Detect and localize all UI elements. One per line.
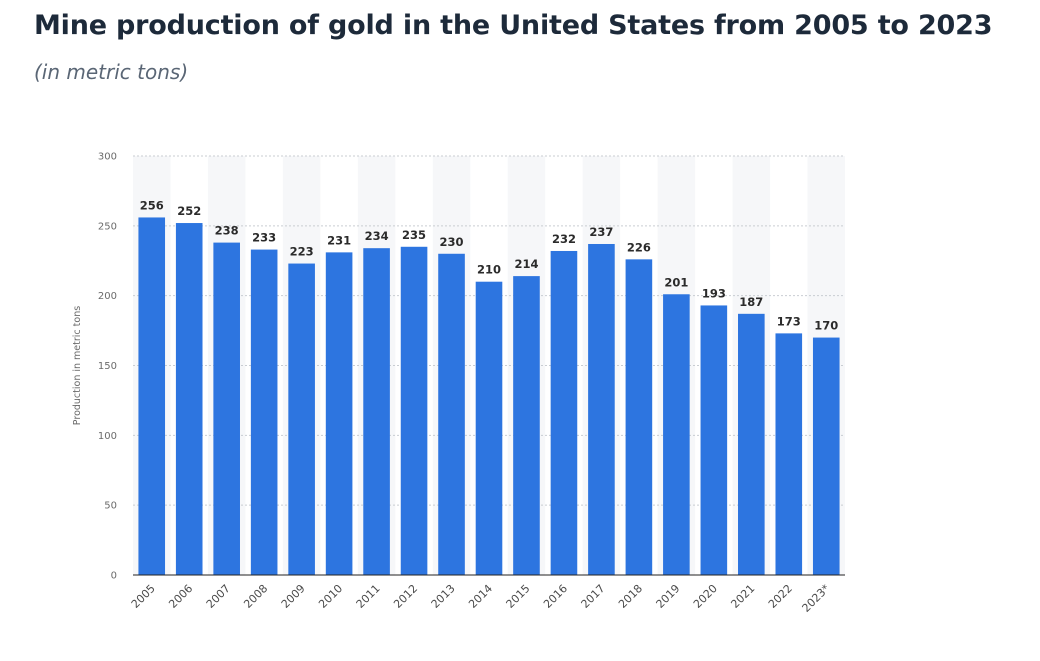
data-label: 231 xyxy=(327,233,351,247)
data-labels: 256 252 238 233 223 231 234 235 230 210 214 232 237 2… xyxy=(140,198,839,332)
bar[interactable] xyxy=(175,223,203,575)
bar[interactable] xyxy=(625,259,653,575)
bar[interactable] xyxy=(138,217,166,575)
data-label: 223 xyxy=(290,245,314,259)
x-tick-label: 2018 xyxy=(616,582,645,611)
data-label: 238 xyxy=(215,224,239,238)
x-tick-label: 2006 xyxy=(166,582,195,611)
x-tick-label: 2022 xyxy=(766,582,795,611)
x-tick-label: 2015 xyxy=(504,582,533,611)
x-tick-label: 2017 xyxy=(579,582,608,611)
x-tick-label: 2023* xyxy=(800,582,833,615)
bar[interactable] xyxy=(475,281,503,575)
data-label: 252 xyxy=(177,204,201,218)
data-label: 235 xyxy=(402,228,426,242)
x-tick-label: 2009 xyxy=(279,582,308,611)
data-label: 170 xyxy=(814,319,838,333)
data-label: 237 xyxy=(589,225,613,239)
data-label: 234 xyxy=(365,229,389,243)
bar[interactable] xyxy=(288,263,315,575)
bar[interactable] xyxy=(513,276,540,575)
bar[interactable] xyxy=(663,294,690,575)
bar-chart: 0 50 100 150 200 250 300 256 252 238 233 223 231 234… xyxy=(72,152,845,615)
data-label: 226 xyxy=(627,240,651,254)
bar[interactable] xyxy=(400,246,428,576)
data-label: 173 xyxy=(777,314,801,328)
bars xyxy=(138,217,840,576)
data-label: 201 xyxy=(664,275,688,289)
x-tick-label: 2012 xyxy=(391,582,420,611)
y-tick-label: 50 xyxy=(104,501,117,512)
x-tick-label: 2020 xyxy=(691,582,720,611)
x-tick-label: 2013 xyxy=(429,582,458,611)
data-label: 256 xyxy=(140,198,164,212)
y-tick-label: 100 xyxy=(98,431,117,442)
bar[interactable] xyxy=(738,313,765,575)
y-tick-label: 0 xyxy=(111,571,117,582)
x-tick-label: 2010 xyxy=(316,582,345,611)
x-tick-label: 2005 xyxy=(129,582,158,611)
y-tick-label: 300 xyxy=(98,152,117,163)
chart-title: Mine production of gold in the United St… xyxy=(34,10,993,41)
x-tick-label: 2016 xyxy=(541,582,570,611)
bar[interactable] xyxy=(700,305,728,575)
x-tick-label: 2021 xyxy=(728,582,757,611)
bar[interactable] xyxy=(775,333,803,575)
data-label: 187 xyxy=(739,295,763,309)
bar[interactable] xyxy=(438,253,465,575)
data-label: 230 xyxy=(440,235,464,249)
x-tick-label: 2014 xyxy=(466,582,495,611)
data-label: 232 xyxy=(552,232,576,246)
y-axis-ticks: 0 50 100 150 200 250 300 xyxy=(98,152,117,582)
data-label: 233 xyxy=(252,231,276,245)
x-tick-label: 2011 xyxy=(354,582,383,611)
y-tick-label: 250 xyxy=(98,221,117,232)
bar[interactable] xyxy=(213,242,240,576)
x-tick-label: 2008 xyxy=(241,582,270,611)
x-tick-label: 2007 xyxy=(204,582,233,611)
data-label: 214 xyxy=(514,257,538,271)
bar[interactable] xyxy=(363,248,390,575)
y-tick-label: 200 xyxy=(98,291,117,302)
x-axis-ticks: 2005 2006 2007 2008 2009 2010 2011 2012 2013 2014… xyxy=(129,582,833,615)
bar[interactable] xyxy=(550,250,578,575)
chart-area: 0 50 100 150 200 250 300 256 252 238 233 223 231 234… xyxy=(33,110,863,655)
x-tick-label: 2019 xyxy=(653,582,682,611)
y-axis-label: Production in metric tons xyxy=(72,306,83,425)
data-label: 193 xyxy=(702,286,726,300)
bar[interactable] xyxy=(325,252,353,575)
y-tick-label: 150 xyxy=(98,361,117,372)
bar[interactable] xyxy=(812,337,840,575)
chart-subtitle: (in metric tons) xyxy=(34,60,189,84)
bar[interactable] xyxy=(588,243,615,576)
data-label: 210 xyxy=(477,263,501,277)
bar[interactable] xyxy=(250,249,278,575)
